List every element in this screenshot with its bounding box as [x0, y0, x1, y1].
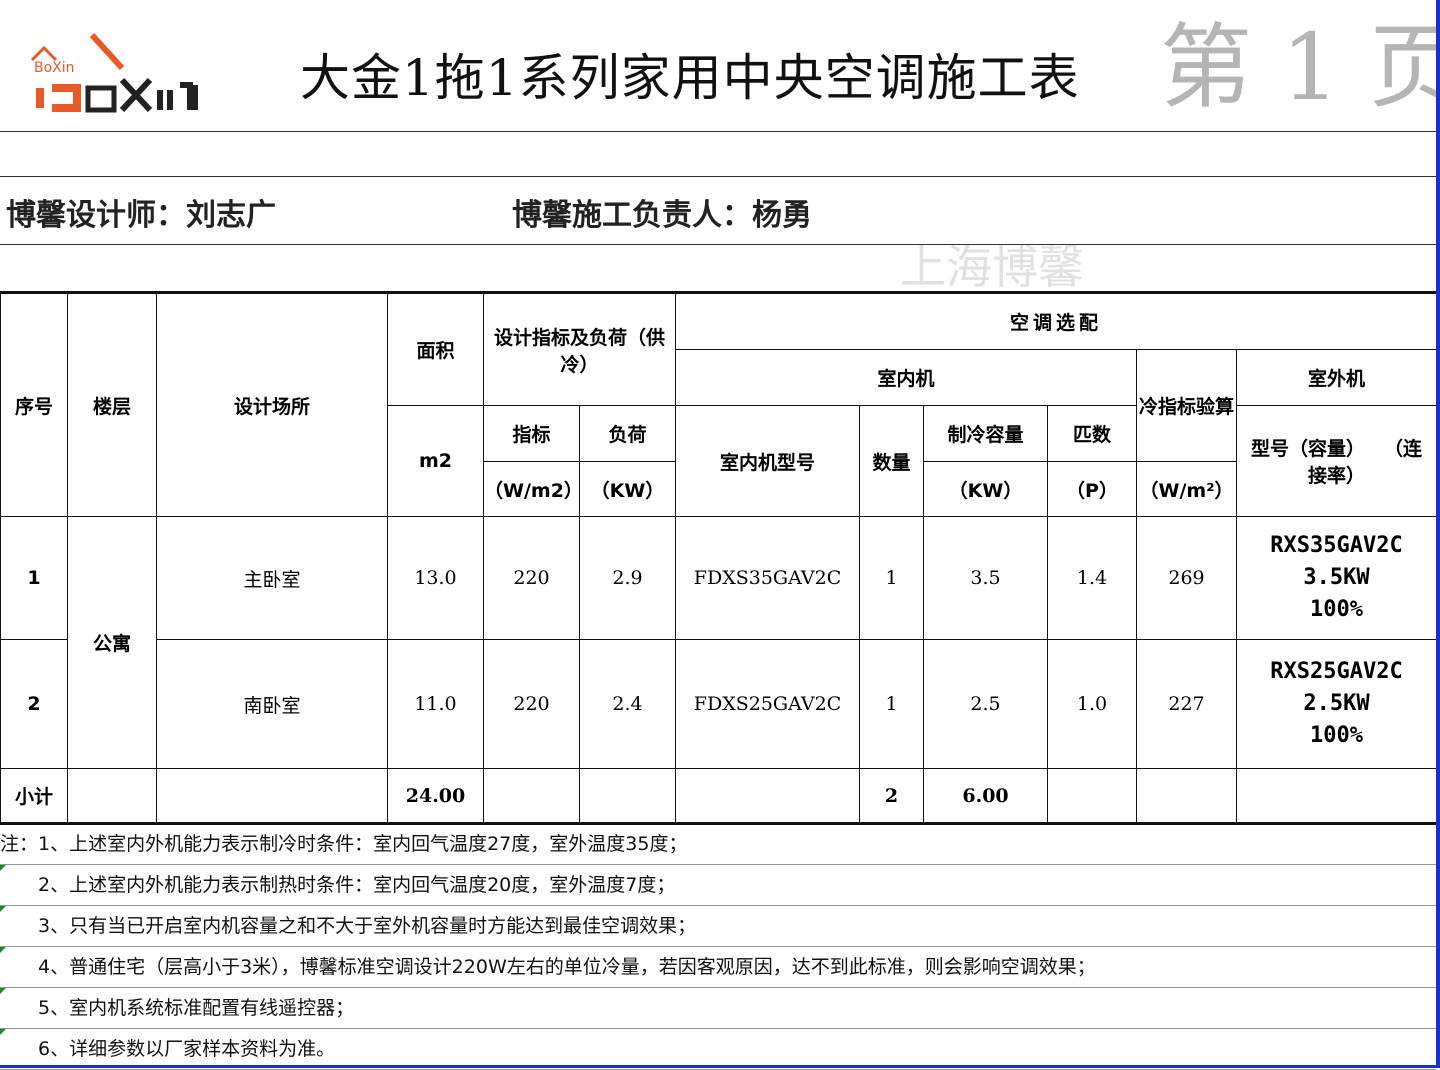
designer-label: 博馨设计师：刘志广 [6, 198, 276, 233]
note-item: 注：1、上述室内外机能力表示制冷时条件：室内回气温度27度，室外温度35度； [0, 824, 1436, 865]
table-row: 2 南卧室 11.0 220 2.4 FDXS25GAV2C 1 2.5 1.0… [0, 639, 1438, 769]
cell-outdoor: RXS35GAV2C 3.5KW 100% [1236, 516, 1438, 640]
header-index: 指标 [483, 405, 580, 462]
header-selection: 空调选配 [675, 292, 1438, 350]
note-item: 4、普通住宅（层高小于3米），博馨标准空调设计220W左右的单位冷量，若因客观原… [0, 947, 1436, 988]
table-row: 1 公寓 主卧室 13.0 220 2.9 FDXS35GAV2C 1 3.5 … [0, 516, 1438, 769]
header-hp-unit: （P） [1047, 461, 1138, 517]
cell-hp: 1.0 [1047, 639, 1138, 769]
page-title: 大金1拖1系列家用中央空调施工表 [300, 49, 1080, 107]
cell-model: FDXS35GAV2C [675, 516, 861, 640]
note-item: 6、详细参数以厂家样本资料为准。 [0, 1029, 1436, 1070]
cell-room: 南卧室 [156, 639, 388, 769]
cell-model: FDXS25GAV2C [675, 639, 861, 769]
cell-seq: 2 [0, 639, 68, 769]
manager-label: 博馨施工负责人：杨勇 [512, 198, 812, 233]
header-cold-check: 冷指标验算 [1136, 349, 1238, 462]
construction-table: 序号 楼层 设计场所 面积 设计指标及负荷（供冷） 空调选配 室内机 冷指标验算… [0, 291, 1438, 825]
watermark-company: 上海博馨 [900, 240, 1084, 294]
note-item: 3、只有当已开启室内机容量之和不大于室外机容量时方能达到最佳空调效果； [0, 906, 1436, 947]
outdoor-model: RXS25GAV2C [1270, 659, 1403, 684]
window-border-bottom [0, 1065, 1440, 1068]
cell-capacity: 3.5 [923, 516, 1049, 640]
header-indoor: 室内机 [675, 349, 1138, 406]
header-room: 设计场所 [156, 292, 388, 517]
header-qty: 数量 [859, 405, 925, 517]
header-seq: 序号 [0, 292, 68, 517]
header-load: 负荷 [578, 405, 677, 462]
header-index-unit: （W/m2） [483, 461, 580, 517]
cell-outdoor: RXS25GAV2C 2.5KW 100% [1236, 639, 1438, 769]
cell-hp: 1.4 [1047, 516, 1138, 640]
note-item: 5、室内机系统标准配置有线遥控器； [0, 988, 1436, 1029]
header-outdoor: 室外机 [1236, 349, 1438, 406]
cell-qty: 1 [859, 639, 925, 769]
subtotal-qty: 2 [859, 768, 925, 825]
cell-area: 13.0 [387, 516, 484, 640]
cell-load: 2.9 [578, 516, 677, 640]
cell-area: 11.0 [387, 639, 484, 769]
header-check-unit: （W/m²） [1136, 461, 1238, 517]
header-hp: 匹数 [1047, 405, 1138, 462]
cell-check: 269 [1136, 516, 1238, 640]
cell-capacity: 2.5 [923, 639, 1049, 769]
header-floor: 楼层 [67, 292, 157, 517]
cell-qty: 1 [859, 516, 925, 640]
header-load-unit: （KW） [578, 461, 677, 517]
subtotal-label: 小计 [0, 768, 68, 825]
outdoor-model: RXS35GAV2C [1270, 533, 1403, 558]
outdoor-capacity: 3.5KW [1303, 565, 1370, 590]
cell-floor: 公寓 [67, 516, 157, 769]
window-border [1436, 0, 1440, 1068]
subtotal-capacity: 6.00 [923, 768, 1049, 825]
header-area-unit: m2 [387, 405, 484, 517]
cell-check: 227 [1136, 639, 1238, 769]
header-area: 面积 [387, 292, 484, 406]
company-logo: BoXin [30, 30, 230, 115]
subtotal-area: 24.00 [387, 768, 484, 825]
subtotal-row: 小计 24.00 2 6.00 [0, 768, 1438, 825]
cell-room: 主卧室 [156, 516, 388, 640]
header-design: 设计指标及负荷（供冷） [482, 292, 677, 406]
cell-seq: 1 [0, 516, 68, 640]
header-cap-unit: （KW） [923, 461, 1049, 517]
cell-index: 220 [483, 639, 580, 769]
outdoor-capacity: 2.5KW [1303, 691, 1370, 716]
cell-load: 2.4 [578, 639, 677, 769]
connection-rate: 100% [1310, 723, 1364, 748]
notes: 注：1、上述室内外机能力表示制冷时条件：室内回气温度27度，室外温度35度； 2… [0, 824, 1436, 1070]
header-capacity: 制冷容量 [923, 405, 1049, 462]
header-outdoor-model: 型号（容量） （连接率） [1236, 405, 1438, 517]
header-indoor-model: 室内机型号 [675, 405, 861, 517]
connection-rate: 100% [1310, 597, 1364, 622]
watermark-page-number: 第 1 页 [1160, 14, 1440, 121]
svg-text:BoXin: BoXin [34, 60, 75, 76]
cell-index: 220 [483, 516, 580, 640]
note-item: 2、上述室内外机能力表示制热时条件：室内回气温度20度，室外温度7度； [0, 865, 1436, 906]
